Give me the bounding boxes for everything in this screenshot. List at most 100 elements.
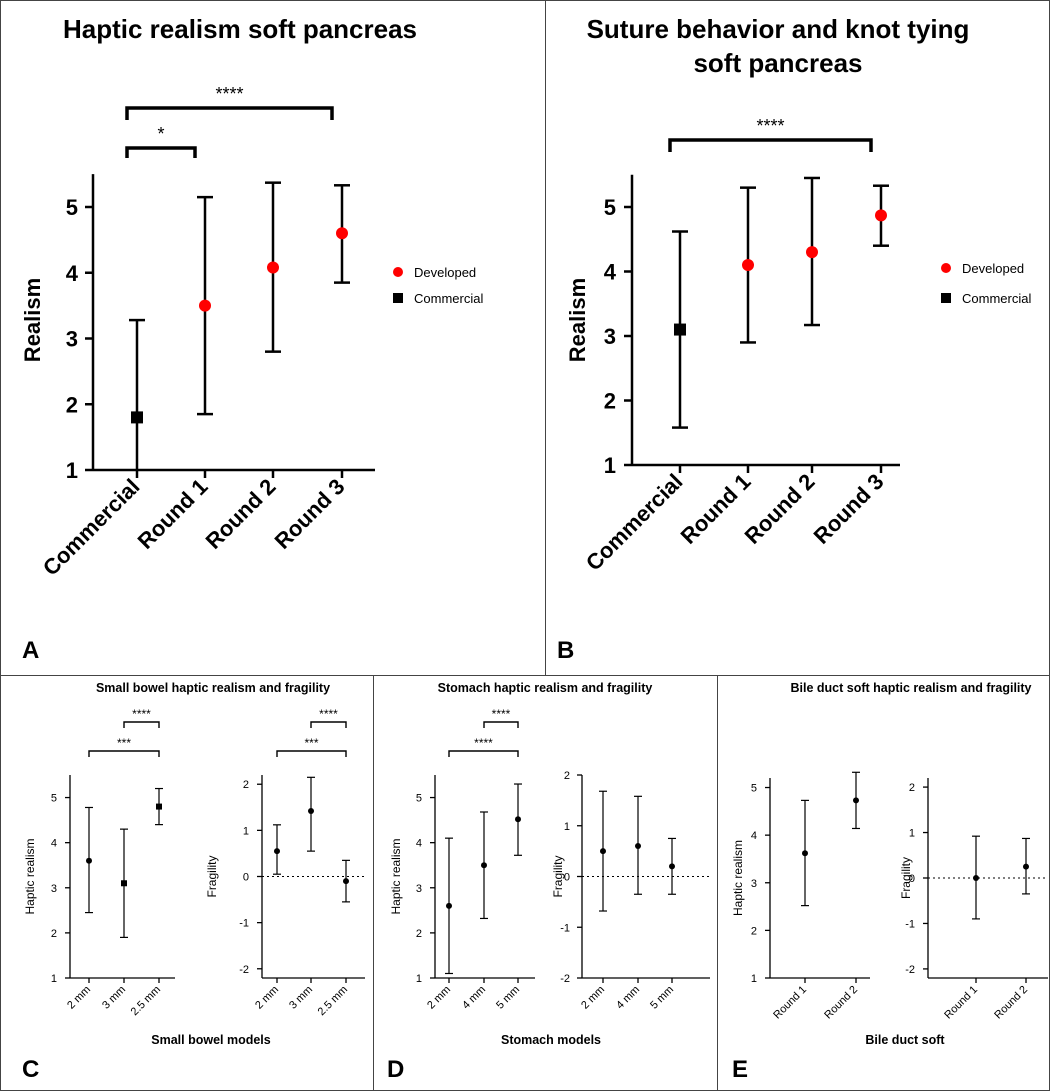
panel-e-subplot-2-y-tick-label: -1: [905, 918, 915, 930]
panel-d-subplot-1-significance-label: ****: [492, 707, 511, 721]
panel-e-subplot-2-x-tick-label: Round 1: [942, 984, 980, 1022]
panel-d-x-axis-title: Stomach models: [501, 1033, 601, 1047]
panel-c-subplot-2-significance-bracket: [276, 750, 347, 757]
panel-d-subplot-2-y-tick-label: -2: [560, 973, 570, 985]
panel-c-subplot-1-y-tick-label: 4: [51, 838, 57, 850]
panel-b-x-tick-label: Commercial: [581, 469, 688, 576]
panel-d-subplot-1-x-tick-label: 2 mm: [425, 984, 453, 1012]
panel-d-letter: D: [387, 1056, 404, 1083]
panel-e-subplot-2-y-tick-label: -2: [905, 964, 915, 976]
panel-a-letter: A: [22, 637, 39, 664]
panel-e-subplot-2-point: [1023, 863, 1029, 870]
panel-c-subplot-2-x-tick-label: 3 mm: [287, 984, 315, 1012]
panel-e-subplot-1-y-tick-label: 5: [751, 783, 757, 795]
panel-a-legend-label: Commercial: [414, 291, 483, 306]
panel-b-x-tick-label: Round 2: [740, 469, 820, 549]
panel-c-subplot-2-point: [308, 807, 314, 814]
panel-d-subplot-1-y-tick-label: 4: [416, 838, 422, 850]
panel-e-subplot-1-point: [853, 797, 859, 804]
panel-e-title: Bile duct soft haptic realism and fragil…: [790, 681, 1031, 695]
panel-b-y-tick-label: 2: [604, 389, 616, 414]
panel-a-y-axis-label: Realism: [20, 278, 45, 362]
panel-a-significance-label: ****: [215, 84, 243, 104]
panel-e-subplot-2-y-tick-label: 0: [909, 873, 915, 885]
panel-d-subplot-1-point: [446, 902, 452, 909]
panel-d-title: Stomach haptic realism and fragility: [438, 681, 653, 695]
panel-c-subplot-2-significance-label: ***: [304, 736, 318, 750]
panel-e-subplot-1-point: [802, 850, 808, 857]
panel-c-subplot-1-significance-bracket: [123, 721, 160, 728]
panel-d-subplot-1-y-tick-label: 3: [416, 883, 422, 895]
panel-a-y-tick-label: 4: [66, 261, 79, 286]
panel-e-subplot-2-y-tick-label: 1: [909, 828, 915, 840]
panel-b-title: soft pancreas: [693, 48, 862, 78]
panel-c-subplot-1-significance-label: ***: [117, 736, 131, 750]
panel-c-subplot-2-y-tick-label: 1: [243, 825, 249, 837]
panel-d-subplot-1-x-tick-label: 4 mm: [460, 984, 488, 1012]
panel-d-subplot-2-y-axis-label: Fragility: [551, 855, 565, 897]
panel-a-x-tick-label: Round 2: [201, 474, 281, 554]
panel-e-subplot-1-x-tick-label: Round 1: [771, 984, 809, 1022]
panel-b-title: Suture behavior and knot tying: [587, 14, 970, 44]
panel-b-legend-marker-developed: [941, 263, 951, 273]
panel-c-subplot-1-x-tick-label: 2 mm: [65, 984, 93, 1012]
panel-b-legend-label: Developed: [962, 261, 1024, 276]
panel-e-subplot-2-point: [973, 875, 979, 881]
panel-c-subplot-1-y-tick-label: 1: [51, 973, 57, 985]
panel-a-legend-marker-developed: [393, 267, 403, 277]
panel-e-subplot-2-y-tick-label: 2: [909, 782, 915, 794]
panel-d-subplot-2-x-tick-label: 4 mm: [614, 984, 642, 1012]
panel-d-subplot-1-y-tick-label: 2: [416, 928, 422, 940]
panel-c-subplot-2-significance-label: ****: [319, 707, 338, 721]
panel-a-y-tick-label: 2: [66, 392, 78, 417]
panel-b-point-developed: [742, 259, 754, 272]
panel-d-subplot-2-x-tick-label: 2 mm: [579, 984, 607, 1012]
panel-c-subplot-1-y-tick-label: 3: [51, 883, 57, 895]
panel-d-subplot-1-y-axis-label: Haptic realism: [389, 838, 403, 914]
panel-c-subplot-2-y-axis-label: Fragility: [205, 855, 219, 897]
panel-b-x-tick-label: Round 1: [676, 469, 756, 549]
panel-e-subplot-1-x-tick-label: Round 2: [822, 984, 860, 1022]
panel-e-subplot-1-y-tick-label: 2: [751, 925, 757, 937]
panel-c-subplot-1-y-tick-label: 2: [51, 928, 57, 940]
panel-c-subplot-1-point: [156, 803, 162, 810]
panel-c-subplot-2-y-tick-label: -1: [239, 918, 249, 930]
panel-b-x-tick-label: Round 3: [809, 469, 889, 549]
panel-e-subplot-1-y-tick-label: 1: [751, 973, 757, 985]
panel-e-subplot-2-y-axis-label: Fragility: [899, 857, 913, 899]
panel-d-subplot-2-point: [669, 863, 675, 870]
panel-d-subplot-1-significance-bracket: [483, 721, 519, 728]
panel-a-significance-bracket: [125, 106, 334, 120]
panel-a-point-developed: [267, 261, 279, 274]
panel-e-subplot-2-x-tick-label: Round 2: [992, 984, 1030, 1022]
panel-c-subplot-1-significance-bracket: [88, 750, 160, 757]
panel-a-x-tick-label: Round 1: [133, 474, 213, 554]
panel-a-x-tick-label: Commercial: [38, 474, 145, 581]
panel-a-significance-bracket: [125, 146, 197, 158]
panel-a-point-developed: [336, 227, 348, 240]
panel-e-letter: E: [732, 1056, 748, 1083]
panel-b-y-tick-label: 5: [604, 195, 616, 220]
panel-c-subplot-2-significance-bracket: [310, 721, 347, 728]
panel-d-subplot-2-y-tick-label: 1: [564, 821, 570, 833]
panel-a-significance-label: *: [157, 124, 164, 144]
panel-c-subplot-2-x-tick-label: 2 mm: [253, 984, 281, 1012]
panel-d-subplot-2-point: [635, 843, 641, 850]
panel-c-subplot-1-y-axis-label: Haptic realism: [23, 838, 37, 914]
panel-d-subplot-1-point: [515, 816, 521, 823]
panel-c-subplot-2-point: [274, 848, 280, 855]
panel-c-subplot-1-significance-label: ****: [132, 707, 151, 721]
panel-a-legend-marker-commercial: [393, 293, 403, 303]
panel-a-y-tick-label: 1: [66, 458, 78, 483]
panel-b-significance-bracket: [668, 138, 873, 152]
panel-b-point-developed: [806, 246, 818, 259]
panel-e-x-axis-title: Bile duct soft: [865, 1033, 945, 1047]
panel-d-subplot-2-y-tick-label: 2: [564, 770, 570, 782]
panel-b-letter: B: [557, 637, 574, 664]
panel-d-subplot-1-significance-bracket: [448, 750, 519, 757]
panel-b-legend-marker-commercial: [941, 293, 951, 303]
panel-c-subplot-2-x-tick-label: 2.5 mm: [316, 984, 350, 1018]
panel-c-subplot-2-y-tick-label: -2: [239, 964, 249, 976]
panel-c-subplot-2-y-tick-label: 2: [243, 779, 249, 791]
